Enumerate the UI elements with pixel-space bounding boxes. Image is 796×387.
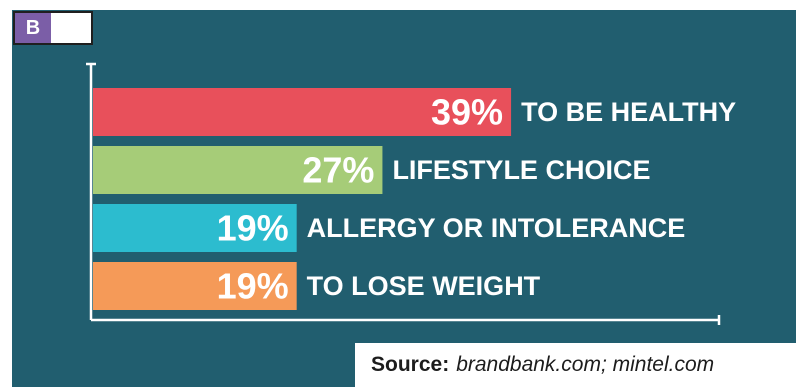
bar-category-label-4: TO LOSE WEIGHT [307, 271, 541, 301]
source-text: brandbank.com; mintel.com [456, 353, 715, 376]
bar-3 [93, 204, 297, 252]
panel-badge: B [13, 11, 93, 45]
chart-panel [12, 10, 796, 387]
source-box: Source: brandbank.com; mintel.com [355, 343, 796, 387]
bar-1 [93, 88, 512, 136]
badge-blank-box [51, 13, 91, 43]
bar-category-label-3: ALLERGY OR INTOLERANCE [307, 213, 686, 243]
bar-value-label-2: 27% [302, 150, 374, 191]
bar-value-label-4: 19% [217, 266, 289, 307]
bar-category-label-2: LIFESTYLE CHOICE [392, 155, 650, 185]
bar-2 [93, 146, 383, 194]
bars-group: 39% TO BE HEALTHY 27% LIFESTYLE CHOICE 19% AL… [93, 88, 736, 310]
source-prefix: Source: [371, 353, 450, 376]
bar-value-label-3: 19% [217, 208, 289, 249]
bar-category-label-1: TO BE HEALTHY [521, 97, 736, 127]
badge-letter: B [15, 13, 51, 43]
chart-axes [86, 62, 721, 325]
bar-4 [93, 262, 297, 310]
bar-value-label-1: 39% [431, 92, 503, 133]
